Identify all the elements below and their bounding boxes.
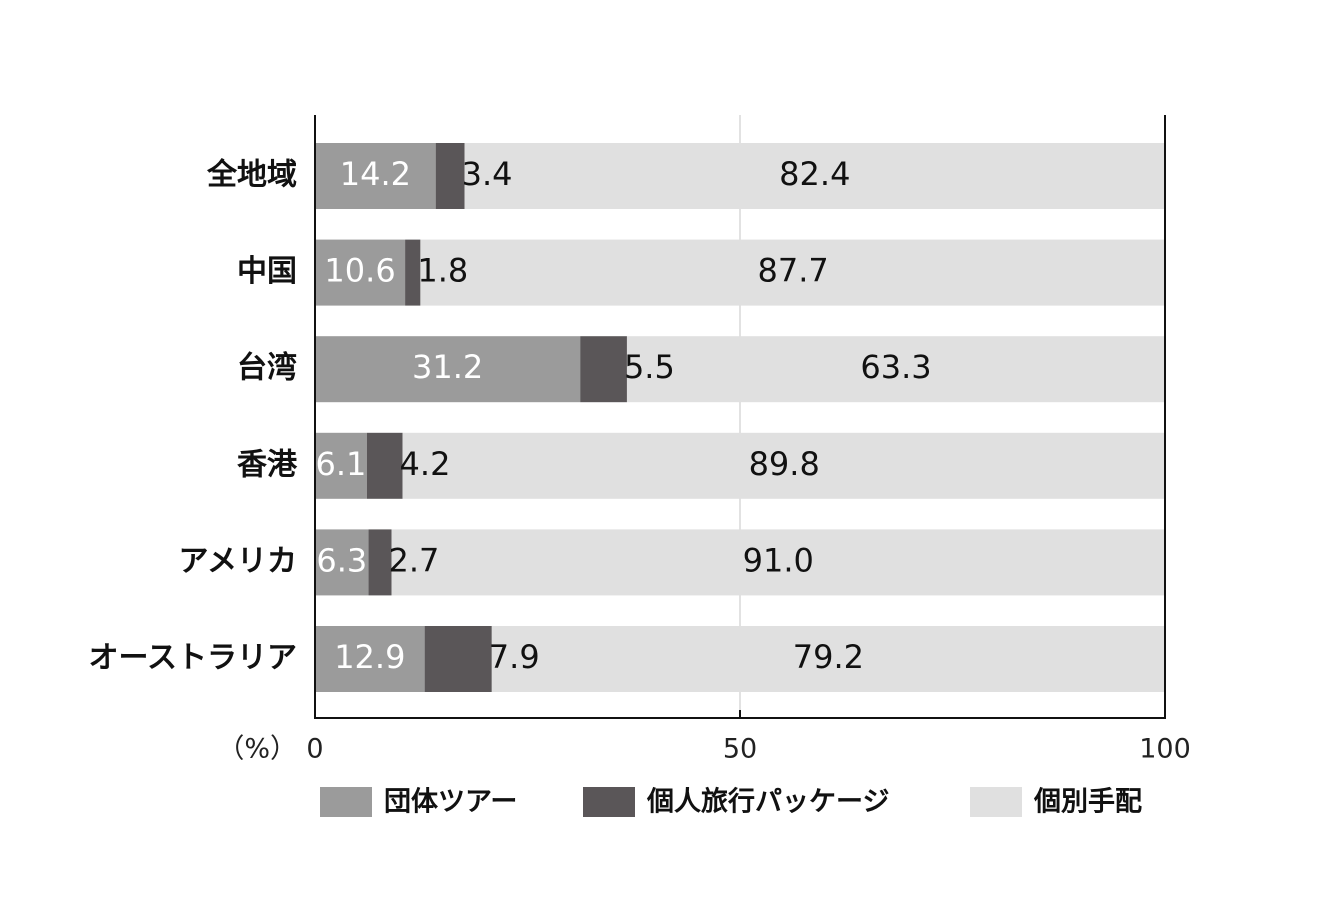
bar-segment bbox=[315, 239, 406, 306]
labels: 14.2 3.4 82.4 10.6 1.8 87.7 31.2 5.5 63.3 6.1 4.2 8… bbox=[315, 155, 931, 676]
value-label: 14.2 bbox=[340, 155, 411, 193]
value-label: 1.8 bbox=[417, 252, 468, 290]
value-label: 7.9 bbox=[489, 638, 540, 676]
legend-label: 個別手配 bbox=[1033, 787, 1142, 818]
category-label: オーストラリア bbox=[89, 641, 298, 676]
value-label: 10.6 bbox=[324, 252, 395, 290]
value-label: 91.0 bbox=[743, 541, 814, 579]
bar-segment bbox=[580, 336, 627, 403]
bar-segment bbox=[405, 239, 421, 306]
bar-segment bbox=[424, 626, 492, 692]
value-label: 63.3 bbox=[860, 348, 931, 386]
bar-segment bbox=[402, 432, 1166, 499]
value-label: 6.1 bbox=[315, 445, 366, 483]
x-tick-label: 100 bbox=[1139, 734, 1191, 765]
bar-segment bbox=[464, 143, 1166, 209]
x-unit-label: （%） bbox=[217, 734, 297, 765]
bars bbox=[315, 143, 1166, 692]
category-label: 台湾 bbox=[237, 351, 297, 386]
value-label: 87.7 bbox=[758, 252, 829, 290]
value-label: 4.2 bbox=[400, 445, 451, 483]
value-label: 89.8 bbox=[749, 445, 820, 483]
bar-segment bbox=[315, 626, 425, 692]
x-tick-label: 50 bbox=[723, 734, 757, 765]
legend-swatch bbox=[970, 787, 1022, 817]
value-label: 31.2 bbox=[412, 348, 483, 386]
bar-segment bbox=[491, 626, 1165, 692]
legend-swatch bbox=[320, 787, 372, 817]
legend-label: 団体ツアー bbox=[384, 787, 517, 818]
bar-segment bbox=[626, 336, 1165, 403]
bar-segment bbox=[368, 529, 392, 596]
bar-segment bbox=[315, 143, 436, 209]
category-label: 全地域 bbox=[206, 158, 297, 193]
category-label: アメリカ bbox=[179, 544, 298, 579]
x-tick-label: 0 bbox=[306, 734, 323, 765]
bar-segment bbox=[315, 432, 367, 499]
value-label: 6.3 bbox=[316, 541, 367, 579]
bar-segment bbox=[435, 143, 465, 209]
category-label: 中国 bbox=[237, 254, 297, 289]
bar-segment bbox=[315, 336, 581, 403]
bar-segment bbox=[391, 529, 1165, 596]
value-label: 82.4 bbox=[779, 155, 850, 193]
value-label: 2.7 bbox=[389, 541, 440, 579]
value-label: 12.9 bbox=[334, 638, 405, 676]
value-label: 79.2 bbox=[793, 638, 864, 676]
bar-segment bbox=[366, 432, 403, 499]
value-label: 3.4 bbox=[462, 155, 513, 193]
bar-segment bbox=[420, 239, 1166, 306]
bar-segment bbox=[315, 529, 369, 596]
legend-swatch bbox=[583, 787, 635, 817]
category-label: 香港 bbox=[237, 447, 298, 482]
legend-label: 個人旅行パッケージ bbox=[646, 786, 889, 818]
value-label: 5.5 bbox=[624, 348, 675, 386]
